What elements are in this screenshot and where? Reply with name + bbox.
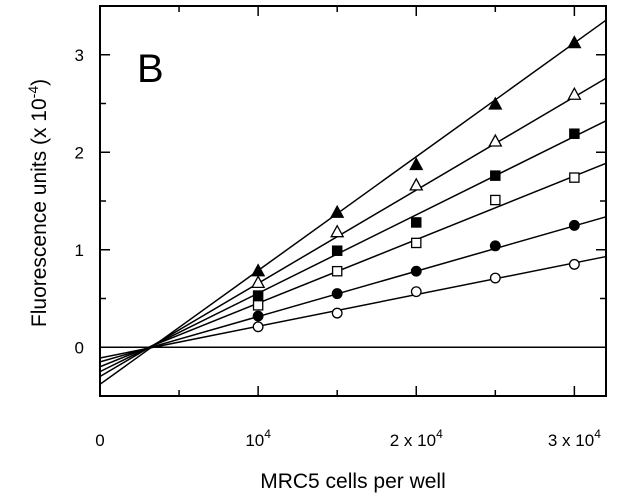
data-point-circle [489,240,501,252]
data-point-circle [568,258,580,270]
data-point-circle [252,310,264,322]
data-point-triangle [567,35,582,49]
y-tick-label: 1 [75,241,84,260]
data-point-triangle [488,133,503,147]
data-point-circle [331,288,343,300]
fit-line [99,77,607,378]
x-tick-label: 2 x 104 [390,427,443,450]
data-point-circle [568,219,580,231]
y-axis-title: Fluorescence units (x 10-4) [25,79,51,327]
data-point-circle [252,321,264,333]
fit-line [99,19,607,385]
fit-line [99,162,607,368]
y-tick-label: 2 [75,143,84,162]
fit-line [99,255,607,359]
data-point-triangle [330,224,345,238]
data-point-triangle [409,157,424,171]
data-point-triangle [251,275,266,289]
data-point-circle [489,272,501,284]
x-axis-title: MRC5 cells per well [260,470,446,493]
data-point-triangle [488,96,503,110]
x-tick-label: 104 [245,427,271,450]
data-point-square [490,194,501,206]
x-tick-label: 3 x 104 [548,427,601,450]
plot-frame [99,5,607,397]
data-point-square [331,245,343,256]
data-point-triangle [251,263,266,277]
data-point-square [569,128,580,139]
data-point-square [252,290,264,301]
panel-label: B [137,47,164,91]
x-tick-label: 0 [95,431,104,450]
data-point-square [569,172,580,183]
data-point-square [490,170,501,181]
fit-line [99,120,607,373]
data-point-circle [331,307,343,319]
data-point-square [410,217,422,228]
fit-line [99,216,607,363]
data-point-circle [410,286,422,298]
y-tick-label: 0 [75,338,84,357]
data-point-triangle [567,86,582,100]
data-point-square [331,265,343,277]
data-point-square [252,300,264,311]
x-axis-ticks: 0 104 2 x 104 3 x 104 [95,6,601,450]
y-tick-label: 3 [75,46,84,65]
data-point-circle [410,265,422,277]
data-point-triangle [330,204,345,218]
y-axis-ticks: 0 1 2 3 [75,5,606,397]
data-points [251,35,582,333]
fit-lines [99,19,607,385]
data-point-triangle [409,177,424,191]
data-point-square [410,237,422,249]
